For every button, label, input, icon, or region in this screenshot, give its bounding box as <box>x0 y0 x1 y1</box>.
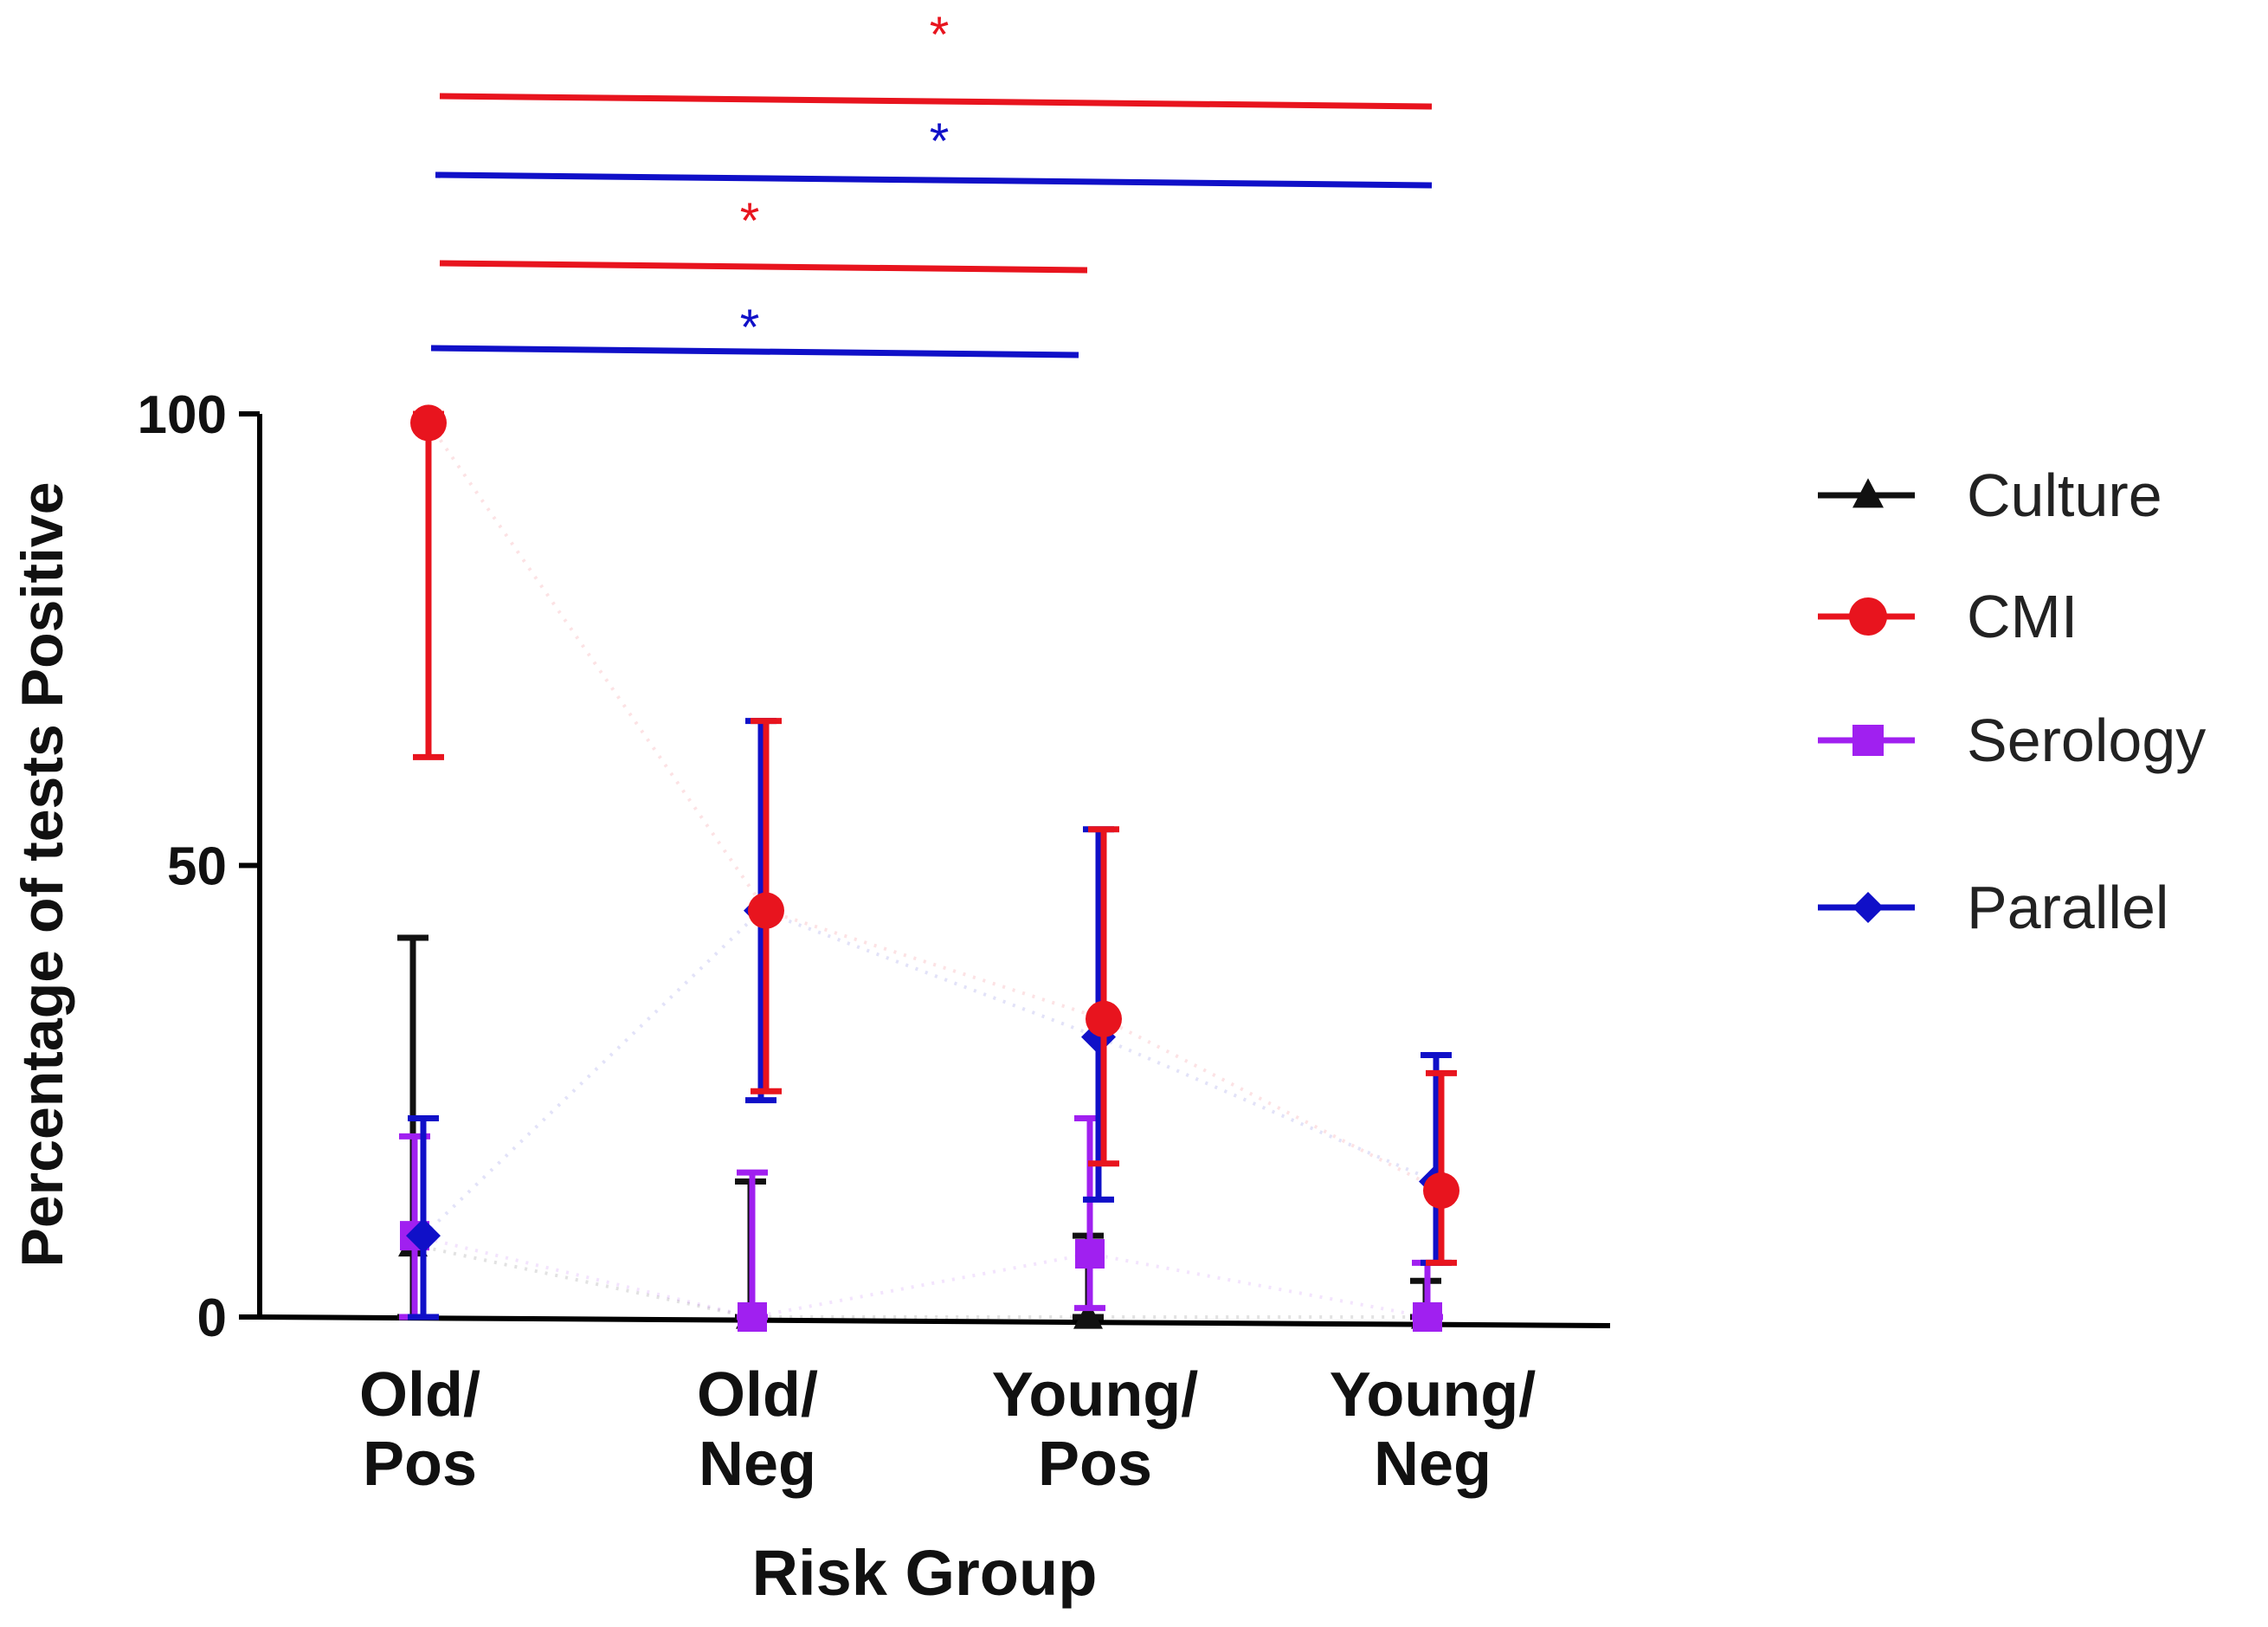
legend-label: Parallel <box>1967 874 2168 941</box>
legend-marker-culture <box>1852 478 1884 508</box>
data-point-cmi <box>410 404 447 442</box>
data-point-serology <box>1413 1302 1442 1332</box>
series-connector <box>412 1243 1426 1319</box>
series-cmi <box>410 404 1459 1266</box>
data-point-cmi <box>1423 1172 1459 1209</box>
x-axis-title: Risk Group <box>752 1537 1098 1609</box>
significance-line <box>430 345 1079 358</box>
significance-brackets: * * * * <box>430 7 1433 358</box>
x-tick-label-line: Young/ <box>1330 1360 1537 1430</box>
legend-label: Serology <box>1967 707 2206 774</box>
y-tick-label: 0 <box>197 1288 227 1348</box>
x-tick-label-line: Old/ <box>697 1360 818 1430</box>
legend-marker-cmi <box>1849 597 1887 636</box>
series-parallel <box>406 718 1453 1320</box>
series <box>397 404 1459 1332</box>
series-connector <box>427 422 1442 1192</box>
y-ticks: 0 50 100 <box>138 385 260 1348</box>
x-tick-label-line: Pos <box>363 1430 477 1499</box>
legend-marker-parallel <box>1852 892 1884 923</box>
x-tick-label: Old/Pos <box>359 1360 480 1499</box>
x-tick-label-line: Neg <box>1374 1430 1492 1499</box>
significance-star: * <box>740 300 760 356</box>
x-tick-label: Old/Neg <box>697 1360 818 1499</box>
series-connector <box>422 908 1437 1237</box>
series-connector <box>414 1234 1428 1320</box>
legend-item-culture: Culture <box>1818 462 2162 529</box>
x-tick-label-line: Neg <box>699 1430 816 1499</box>
legend-label: Culture <box>1967 462 2162 529</box>
x-tick-label-line: Young/ <box>992 1360 1199 1430</box>
significance-star: * <box>930 7 950 63</box>
series-serology <box>399 1115 1443 1332</box>
data-point-culture <box>1073 1301 1103 1329</box>
data-point-serology <box>738 1302 767 1332</box>
data-point-serology <box>1075 1238 1105 1269</box>
legend-item-serology: Serology <box>1818 707 2206 774</box>
data-point-cmi <box>1086 1000 1122 1037</box>
legend-item-cmi: CMI <box>1818 583 2078 650</box>
y-tick-label: 100 <box>138 385 227 445</box>
series-culture <box>397 934 1441 1329</box>
data-point-cmi <box>748 892 784 929</box>
significance-line <box>435 171 1433 189</box>
x-tick-label: Young/Neg <box>1330 1360 1537 1499</box>
x-tick-label-line: Pos <box>1038 1430 1152 1499</box>
x-axis-line <box>256 1314 1611 1328</box>
legend-item-parallel: Parallel <box>1818 874 2168 941</box>
axes <box>256 414 1611 1328</box>
legend-label: CMI <box>1967 583 2078 650</box>
legend-marker-serology <box>1852 725 1884 756</box>
data-point-parallel <box>406 1218 441 1254</box>
legend: Culture CMI Serology Parallel <box>1818 462 2206 941</box>
x-tick-label-line: Old/ <box>359 1360 480 1430</box>
significance-line <box>439 260 1088 274</box>
significance-star: * <box>930 113 950 170</box>
x-tick-label: Young/Pos <box>992 1360 1199 1499</box>
y-tick-label: 50 <box>167 837 227 897</box>
significance-line <box>439 93 1433 110</box>
significance-star: * <box>740 193 760 249</box>
y-axis-title: Percentage of tests Positive <box>10 481 75 1267</box>
